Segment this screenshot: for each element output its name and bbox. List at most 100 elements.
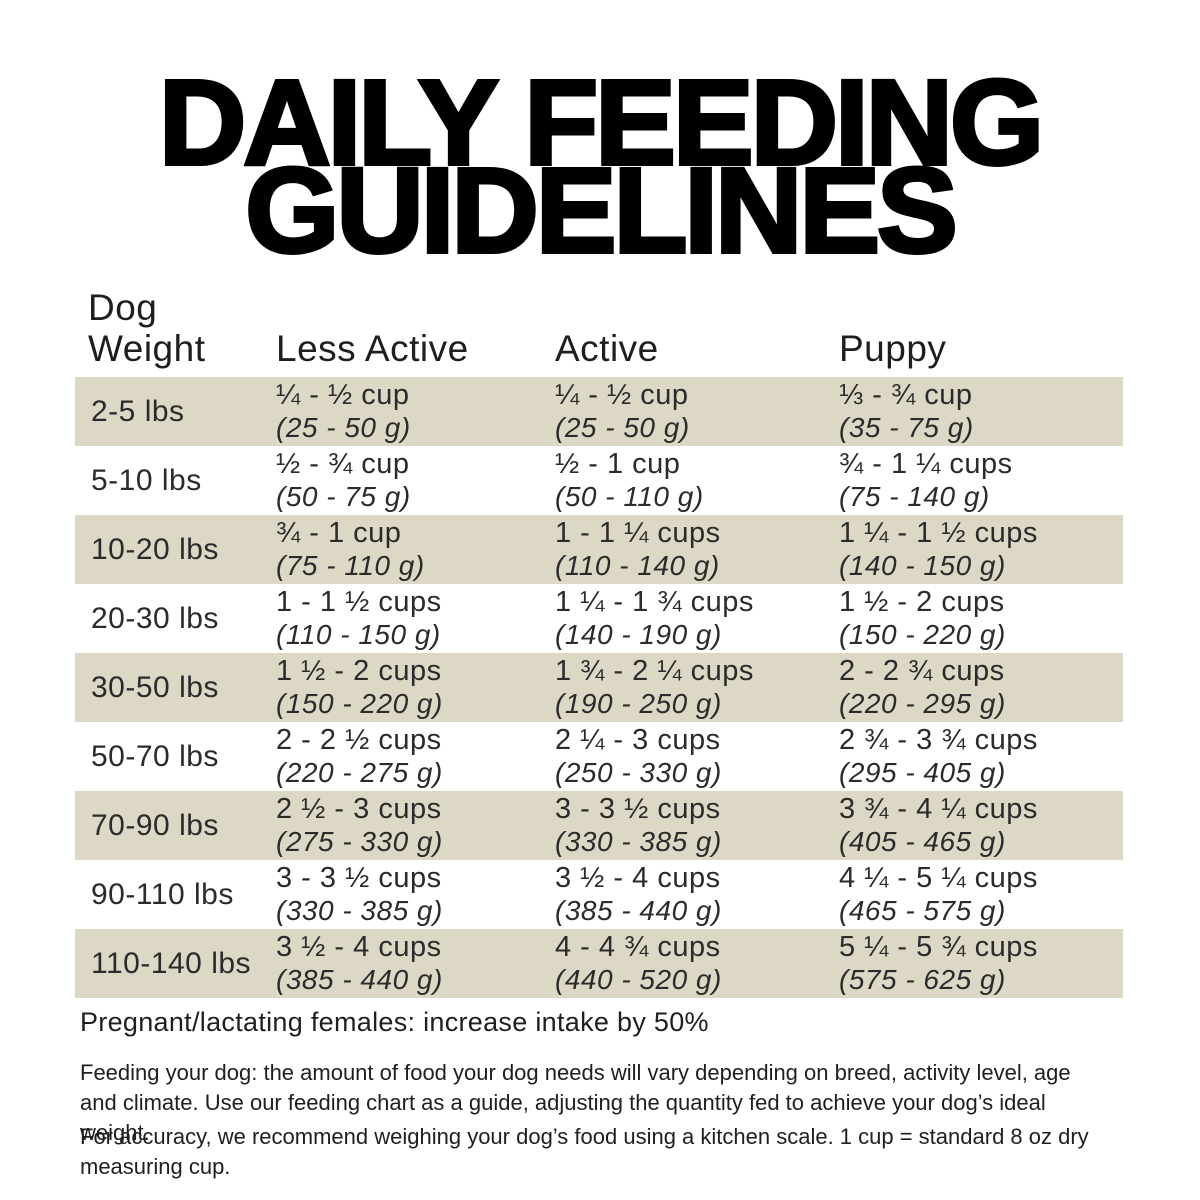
weight-cell: 110-140 lbs <box>91 946 252 980</box>
active-cell: 4 - 4 ¾ cups (440 - 520 g) <box>542 931 826 995</box>
cups-line: 1 ¾ - 2 ¼ cups <box>555 655 754 687</box>
table-row-50-70-lbs: 50-70 lbs 2 - 2 ½ cups (220 - 275 g) 2 ¼… <box>75 722 1123 791</box>
note-accuracy: For accuracy, we recommend weighing your… <box>80 1124 1089 1179</box>
table-row-10-20-lbs: 10-20 lbs ¾ - 1 cup (75 - 110 g) 1 - 1 ¼… <box>75 515 1123 584</box>
puppy-cell: 4 ¼ - 5 ¼ cups (465 - 575 g) <box>826 862 1123 926</box>
header-dog-weight: Dog Weight <box>75 287 263 379</box>
weight-cell: 50-70 lbs <box>91 739 219 773</box>
header-puppy: Puppy <box>839 328 947 369</box>
cups-line: ½ - 1 cup <box>555 448 681 480</box>
page-title-line2: GUIDELINES <box>243 142 960 278</box>
cups-line: 1 ¼ - 1 ½ cups <box>839 517 1038 549</box>
puppy-cell: ⅓ - ¾ cup (35 - 75 g) <box>826 379 1123 443</box>
cups-line: ½ - ¾ cup <box>276 448 410 480</box>
puppy-cell: 2 - 2 ¾ cups (220 - 295 g) <box>826 655 1123 719</box>
cups-line: 3 ½ - 4 cups <box>276 931 442 963</box>
grams-line: (190 - 250 g) <box>555 687 722 719</box>
weight-cell: 10-20 lbs <box>91 532 219 566</box>
cups-line: 4 ¼ - 5 ¼ cups <box>839 862 1038 894</box>
grams-line: (330 - 385 g) <box>276 894 443 926</box>
cups-line: 3 ½ - 4 cups <box>555 862 721 894</box>
grams-line: (110 - 150 g) <box>276 618 441 650</box>
weight-cell: 2-5 lbs <box>91 394 185 428</box>
less-active-cell: ¾ - 1 cup (75 - 110 g) <box>263 517 542 581</box>
table-row-5-10-lbs: 5-10 lbs ½ - ¾ cup (50 - 75 g) ½ - 1 cup… <box>75 446 1123 515</box>
active-cell: 3 ½ - 4 cups (385 - 440 g) <box>542 862 826 926</box>
cups-line: ¼ - ½ cup <box>276 379 410 411</box>
cups-line: 2 ¾ - 3 ¾ cups <box>839 724 1038 756</box>
cups-line: 5 ¼ - 5 ¾ cups <box>839 931 1038 963</box>
weight-cell: 5-10 lbs <box>91 463 202 497</box>
weight-cell: 70-90 lbs <box>91 808 219 842</box>
grams-line: (35 - 75 g) <box>839 411 974 443</box>
less-active-cell: 1 ½ - 2 cups (150 - 220 g) <box>263 655 542 719</box>
puppy-cell: 5 ¼ - 5 ¾ cups (575 - 625 g) <box>826 931 1123 995</box>
note-feeding-your-dog: Feeding your dog: the amount of food you… <box>80 1060 1071 1145</box>
cups-line: ¾ - 1 ¼ cups <box>839 448 1013 480</box>
grams-line: (25 - 50 g) <box>276 411 411 443</box>
grams-line: (75 - 110 g) <box>276 549 425 581</box>
cups-line: 3 ¾ - 4 ¼ cups <box>839 793 1038 825</box>
active-cell: 1 ¾ - 2 ¼ cups (190 - 250 g) <box>542 655 826 719</box>
grams-line: (220 - 295 g) <box>839 687 1006 719</box>
grams-line: (110 - 140 g) <box>555 549 720 581</box>
grams-line: (330 - 385 g) <box>555 825 722 857</box>
cups-line: ¾ - 1 cup <box>276 517 402 549</box>
grams-line: (150 - 220 g) <box>839 618 1006 650</box>
table-row-30-50-lbs: 30-50 lbs 1 ½ - 2 cups (150 - 220 g) 1 ¾… <box>75 653 1123 722</box>
grams-line: (275 - 330 g) <box>276 825 443 857</box>
active-cell: 2 ¼ - 3 cups (250 - 330 g) <box>542 724 826 788</box>
cups-line: ¼ - ½ cup <box>555 379 689 411</box>
grams-line: (405 - 465 g) <box>839 825 1006 857</box>
puppy-cell: ¾ - 1 ¼ cups (75 - 140 g) <box>826 448 1123 512</box>
grams-line: (150 - 220 g) <box>276 687 443 719</box>
less-active-cell: 1 - 1 ½ cups (110 - 150 g) <box>263 586 542 650</box>
grams-line: (140 - 150 g) <box>839 549 1006 581</box>
active-cell: 1 ¼ - 1 ¾ cups (140 - 190 g) <box>542 586 826 650</box>
grams-line: (140 - 190 g) <box>555 618 722 650</box>
less-active-cell: 3 - 3 ½ cups (330 - 385 g) <box>263 862 542 926</box>
puppy-cell: 2 ¾ - 3 ¾ cups (295 - 405 g) <box>826 724 1123 788</box>
cups-line: 1 ½ - 2 cups <box>276 655 442 687</box>
active-cell: 1 - 1 ¼ cups (110 - 140 g) <box>542 517 826 581</box>
grams-line: (220 - 275 g) <box>276 756 443 788</box>
less-active-cell: 2 ½ - 3 cups (275 - 330 g) <box>263 793 542 857</box>
page-title: DAILY FEEDING GUIDELINES <box>0 54 1200 278</box>
less-active-cell: 2 - 2 ½ cups (220 - 275 g) <box>263 724 542 788</box>
grams-line: (25 - 50 g) <box>555 411 690 443</box>
header-dog-weight-line1: Dog <box>88 287 158 328</box>
cups-line: 1 - 1 ¼ cups <box>555 517 721 549</box>
grams-line: (465 - 575 g) <box>839 894 1006 926</box>
less-active-cell: 3 ½ - 4 cups (385 - 440 g) <box>263 931 542 995</box>
less-active-cell: ½ - ¾ cup (50 - 75 g) <box>263 448 542 512</box>
table-row-70-90-lbs: 70-90 lbs 2 ½ - 3 cups (275 - 330 g) 3 -… <box>75 791 1123 860</box>
cups-line: ⅓ - ¾ cup <box>839 379 973 411</box>
cups-line: 1 ½ - 2 cups <box>839 586 1005 618</box>
table-body: 2-5 lbs ¼ - ½ cup (25 - 50 g) ¼ - ½ cup … <box>75 377 1123 998</box>
page-title-line1: DAILY FEEDING <box>157 54 1046 190</box>
grams-line: (295 - 405 g) <box>839 756 1006 788</box>
grams-line: (575 - 625 g) <box>839 963 1006 995</box>
header-dog-weight-line2: Weight <box>88 328 206 369</box>
cups-line: 2 - 2 ½ cups <box>276 724 442 756</box>
grams-line: (75 - 140 g) <box>839 480 990 512</box>
cups-line: 2 ¼ - 3 cups <box>555 724 721 756</box>
grams-line: (250 - 330 g) <box>555 756 722 788</box>
cups-line: 2 - 2 ¾ cups <box>839 655 1005 687</box>
puppy-cell: 3 ¾ - 4 ¼ cups (405 - 465 g) <box>826 793 1123 857</box>
grams-line: (50 - 110 g) <box>555 480 704 512</box>
header-less-active: Less Active <box>276 328 469 369</box>
weight-cell: 20-30 lbs <box>91 601 219 635</box>
grams-line: (385 - 440 g) <box>276 963 443 995</box>
cups-line: 4 - 4 ¾ cups <box>555 931 721 963</box>
weight-cell: 30-50 lbs <box>91 670 219 704</box>
table-row-2-5-lbs: 2-5 lbs ¼ - ½ cup (25 - 50 g) ¼ - ½ cup … <box>75 377 1123 446</box>
active-cell: 3 - 3 ½ cups (330 - 385 g) <box>542 793 826 857</box>
grams-line: (50 - 75 g) <box>276 480 411 512</box>
weight-cell: 90-110 lbs <box>91 877 234 911</box>
grams-line: (440 - 520 g) <box>555 963 722 995</box>
table-row-20-30-lbs: 20-30 lbs 1 - 1 ½ cups (110 - 150 g) 1 ¼… <box>75 584 1123 653</box>
less-active-cell: ¼ - ½ cup (25 - 50 g) <box>263 379 542 443</box>
cups-line: 3 - 3 ½ cups <box>555 793 721 825</box>
